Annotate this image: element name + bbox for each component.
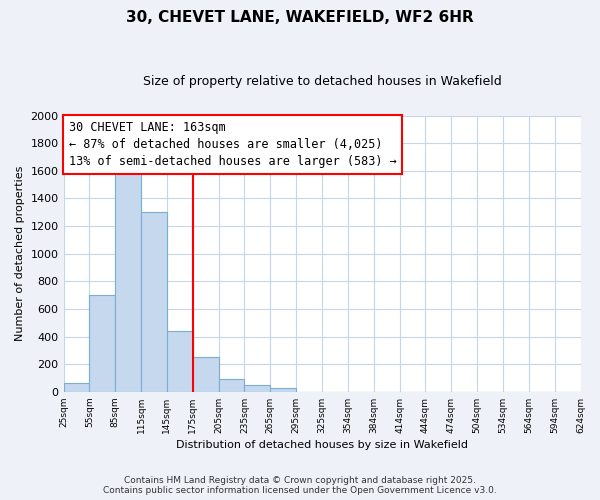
Bar (89, 295, 115, 392)
Text: Contains HM Land Registry data © Crown copyright and database right 2025.
Contai: Contains HM Land Registry data © Crown c… (103, 476, 497, 495)
Bar (115, 164, 141, 392)
Text: 30 CHEVET LANE: 163sqm
← 87% of detached houses are smaller (4,025)
13% of semi-: 30 CHEVET LANE: 163sqm ← 87% of detached… (69, 121, 397, 168)
Y-axis label: Number of detached properties: Number of detached properties (15, 166, 25, 342)
Text: 30, CHEVET LANE, WAKEFIELD, WF2 6HR: 30, CHEVET LANE, WAKEFIELD, WF2 6HR (126, 10, 474, 25)
Bar (141, 212, 167, 392)
Bar (244, 385, 271, 392)
X-axis label: Distribution of detached houses by size in Wakefield: Distribution of detached houses by size … (176, 440, 468, 450)
Bar (218, 380, 244, 392)
Bar (64, 383, 89, 392)
Bar (193, 358, 218, 392)
Title: Size of property relative to detached houses in Wakefield: Size of property relative to detached ho… (143, 75, 502, 88)
Bar (271, 388, 296, 392)
Bar (167, 331, 193, 392)
